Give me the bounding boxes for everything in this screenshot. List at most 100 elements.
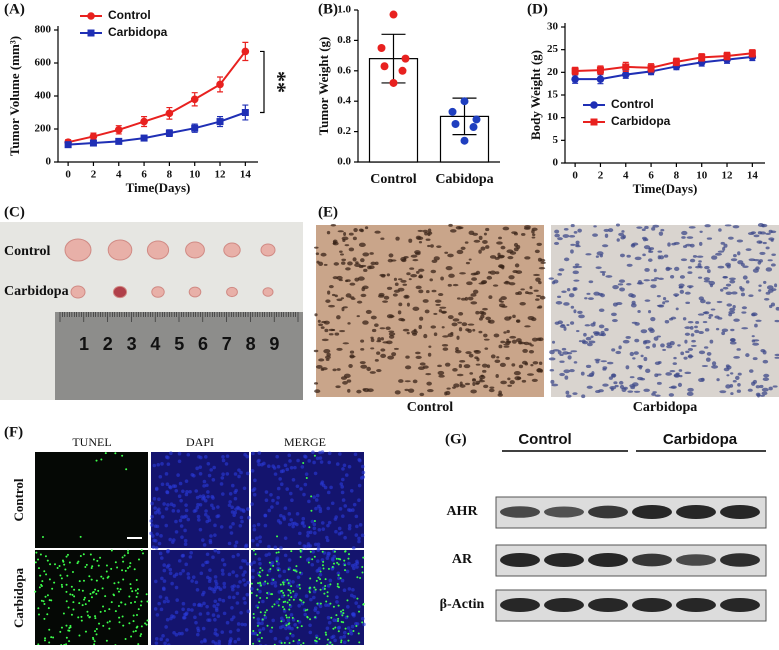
nucleus (160, 576, 164, 581)
tunel-dot (266, 574, 269, 577)
tunel-dot (257, 574, 260, 577)
nucleus (255, 543, 260, 547)
nucleus (272, 466, 277, 470)
nucleus (340, 578, 345, 583)
nucleus (349, 296, 355, 299)
nucleus (177, 559, 182, 563)
nucleus (288, 491, 293, 496)
nucleus (522, 348, 528, 353)
tunel-dot (73, 588, 76, 591)
nucleus (652, 343, 656, 348)
nucleus (527, 315, 535, 321)
nucleus (291, 524, 295, 529)
tunel-dot (288, 589, 291, 592)
x-tick-label: 0 (65, 169, 71, 181)
nucleus (201, 626, 206, 631)
nucleus (568, 293, 575, 298)
tunel-dot (100, 575, 103, 578)
nucleus (227, 572, 232, 577)
row-label: Control (4, 244, 51, 259)
tunel-dot (78, 634, 81, 637)
nucleus (437, 293, 444, 297)
nucleus (362, 252, 370, 257)
nucleus (181, 553, 185, 558)
blot-band (500, 598, 540, 612)
tunel-dot (87, 614, 90, 617)
tunel-dot (258, 571, 261, 574)
nucleus (229, 531, 234, 535)
nucleus (559, 360, 565, 363)
tunel-dot (43, 617, 46, 620)
nucleus (177, 451, 182, 456)
nucleus (317, 566, 322, 571)
tunel-dot (68, 561, 71, 564)
tunel-dot (272, 578, 275, 581)
nucleus (347, 322, 351, 325)
nucleus (532, 233, 536, 237)
nucleus (239, 470, 243, 475)
nucleus (508, 275, 515, 280)
nucleus (282, 569, 287, 574)
nucleus (273, 584, 278, 588)
tunel-dot (266, 582, 269, 585)
nucleus (231, 587, 235, 592)
nucleus (745, 248, 752, 252)
nucleus (668, 393, 675, 397)
nucleus (246, 507, 250, 511)
tunel-dot (46, 613, 49, 616)
nucleus (500, 340, 506, 344)
nucleus (619, 384, 625, 389)
tunel-dot (309, 586, 312, 589)
nucleus (260, 621, 264, 626)
nucleus (227, 595, 232, 600)
tunel-dot (259, 611, 262, 614)
tunel-dot (308, 526, 311, 529)
nucleus (276, 495, 280, 500)
x-tick-label: 2 (91, 169, 97, 181)
nucleus (203, 455, 208, 459)
marker (89, 132, 98, 141)
nucleus (204, 560, 208, 565)
tunel-dot (344, 569, 347, 572)
nucleus (745, 353, 750, 358)
nucleus (761, 223, 768, 228)
nucleus (283, 506, 288, 511)
tunel-dot (77, 616, 80, 619)
ruler-number: 4 (150, 334, 160, 354)
nucleus (326, 553, 330, 558)
nucleus (427, 388, 434, 393)
nucleus (419, 316, 424, 321)
nucleus (566, 323, 570, 327)
nucleus (466, 281, 473, 286)
blot-band (720, 598, 760, 612)
tunel-dot (356, 576, 359, 579)
nucleus (155, 613, 160, 617)
tunel-dot (258, 640, 261, 643)
tunel-dot (118, 616, 121, 619)
nucleus (615, 350, 622, 355)
nucleus (341, 307, 345, 312)
nucleus (629, 376, 635, 379)
tunel-dot (283, 594, 286, 597)
nucleus (220, 630, 225, 634)
tunel-dot (290, 550, 293, 553)
nucleus (239, 515, 244, 520)
nucleus (677, 344, 681, 347)
nucleus (243, 601, 247, 605)
tunel-dot (344, 550, 347, 553)
tunel-dot (121, 454, 124, 457)
nucleus (475, 363, 481, 366)
nucleus (256, 459, 261, 464)
nucleus (517, 340, 523, 345)
nucleus (295, 484, 300, 489)
nucleus (410, 254, 418, 258)
nucleus (311, 450, 315, 454)
nucleus (644, 267, 650, 272)
nucleus (585, 336, 592, 341)
nucleus (418, 240, 423, 244)
nucleus (352, 236, 357, 241)
tunel-dot (348, 553, 351, 556)
nucleus (160, 556, 164, 560)
nucleus (489, 386, 495, 389)
nucleus (629, 351, 634, 357)
